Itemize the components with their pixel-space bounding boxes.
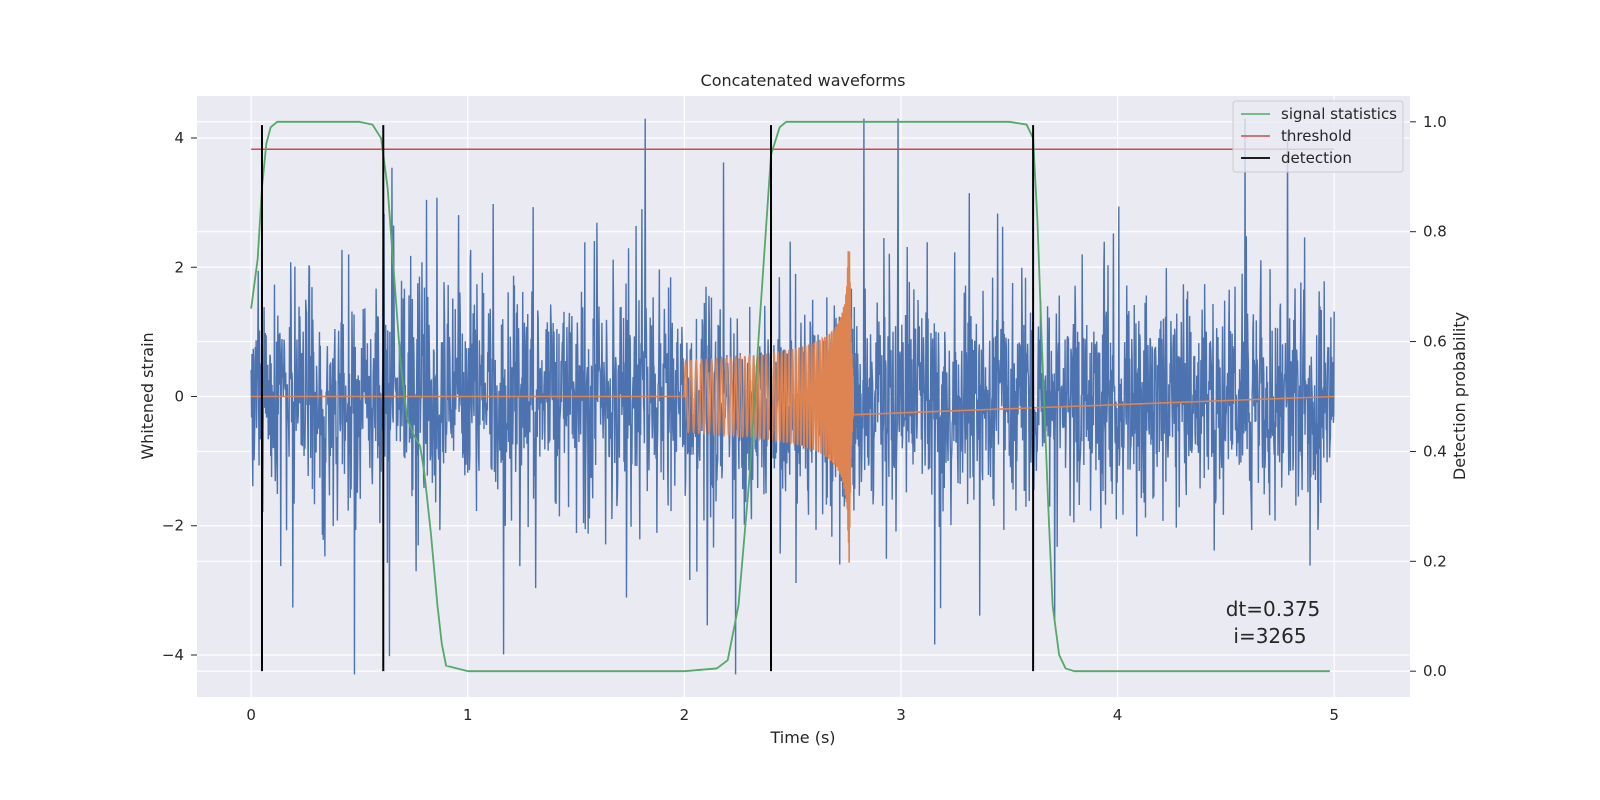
legend-label-detection: detection <box>1281 149 1352 167</box>
annotation-i: i=3265 <box>1233 624 1306 648</box>
series-whitened-strain <box>250 118 1335 675</box>
x-axis-label: Time (s) <box>769 728 835 747</box>
y-tick-label: −2 <box>162 517 184 535</box>
y2-tick-label: 0.0 <box>1423 662 1447 680</box>
x-tick-label: 3 <box>896 706 906 724</box>
legend-label-threshold: threshold <box>1281 127 1352 145</box>
legend: signal statistics threshold detection <box>1232 100 1404 173</box>
x-tick-label: 1 <box>463 706 473 724</box>
y-tick-label: 0 <box>174 388 184 406</box>
y2-tick-label: 1.0 <box>1423 113 1447 131</box>
y2-tick-label: 0.4 <box>1423 442 1447 460</box>
legend-label-signal-statistics: signal statistics <box>1281 105 1397 123</box>
legend-box <box>1232 100 1404 173</box>
x-tick-label: 4 <box>1113 706 1123 724</box>
y-tick-label: 4 <box>174 129 184 147</box>
y2-axis-label: Detection probability <box>1450 312 1469 480</box>
annotation-dt: dt=0.375 <box>1226 597 1321 621</box>
x-tick-label: 5 <box>1329 706 1339 724</box>
series-waveform <box>251 251 1335 563</box>
chart-title: Concatenated waveforms <box>701 71 906 90</box>
y-tick-label: −4 <box>162 646 184 664</box>
y-tick-label: 2 <box>174 258 184 276</box>
ticks: 0 1 2 3 4 5 −4 −2 0 2 4 0.0 0.2 0.4 0.6 0.8 1.0 <box>162 113 1447 724</box>
y2-tick-label: 0.8 <box>1423 223 1447 241</box>
y-axis-label: Whitened strain <box>138 332 157 459</box>
series-signal-statistics <box>250 120 1330 673</box>
x-tick-label: 2 <box>680 706 690 724</box>
y2-tick-label: 0.6 <box>1423 333 1447 351</box>
x-tick-label: 0 <box>246 706 256 724</box>
y2-tick-label: 0.2 <box>1423 552 1447 570</box>
series-layer <box>250 118 1335 675</box>
